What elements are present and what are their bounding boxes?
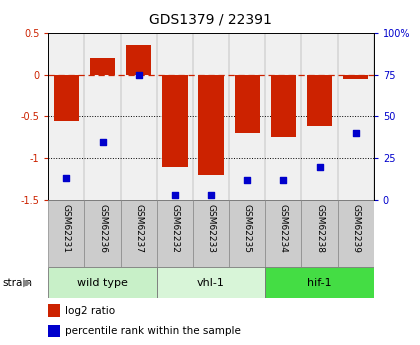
Text: GSM62233: GSM62233: [207, 204, 215, 253]
Bar: [48, 304, 60, 317]
Point: [99, 139, 106, 144]
Bar: [48, 267, 157, 298]
Bar: [265, 200, 302, 267]
Text: GSM62236: GSM62236: [98, 204, 107, 253]
Bar: [126, 45, 151, 75]
Text: vhl-1: vhl-1: [197, 278, 225, 288]
Text: GSM62232: GSM62232: [171, 204, 179, 253]
Text: GDS1379 / 22391: GDS1379 / 22391: [149, 12, 271, 26]
Point: [316, 164, 323, 169]
Text: GSM62235: GSM62235: [243, 204, 252, 253]
Text: GSM62234: GSM62234: [279, 204, 288, 253]
Bar: [121, 200, 157, 267]
Point: [63, 176, 70, 181]
Bar: [193, 200, 229, 267]
Bar: [162, 75, 188, 167]
Point: [244, 177, 251, 183]
Text: GSM62237: GSM62237: [134, 204, 143, 253]
Text: strain: strain: [2, 278, 32, 288]
Bar: [234, 75, 260, 133]
Bar: [157, 267, 265, 298]
Bar: [229, 200, 265, 267]
Point: [171, 192, 178, 198]
Point: [208, 192, 215, 198]
Bar: [48, 325, 60, 337]
Point: [352, 130, 359, 136]
Bar: [157, 200, 193, 267]
Bar: [265, 267, 374, 298]
Point: [135, 72, 142, 77]
Bar: [302, 200, 338, 267]
Bar: [84, 200, 121, 267]
Bar: [307, 75, 332, 127]
Bar: [271, 75, 296, 137]
Bar: [338, 200, 374, 267]
Bar: [198, 75, 224, 175]
Text: log2 ratio: log2 ratio: [65, 306, 115, 315]
Text: GSM62238: GSM62238: [315, 204, 324, 253]
Bar: [343, 75, 368, 79]
Text: ▶: ▶: [23, 278, 32, 288]
Text: hif-1: hif-1: [307, 278, 332, 288]
Text: GSM62231: GSM62231: [62, 204, 71, 253]
Bar: [90, 58, 115, 75]
Bar: [54, 75, 79, 121]
Text: percentile rank within the sample: percentile rank within the sample: [65, 326, 240, 336]
Bar: [48, 200, 84, 267]
Point: [280, 177, 287, 183]
Text: wild type: wild type: [77, 278, 128, 288]
Text: GSM62239: GSM62239: [351, 204, 360, 253]
